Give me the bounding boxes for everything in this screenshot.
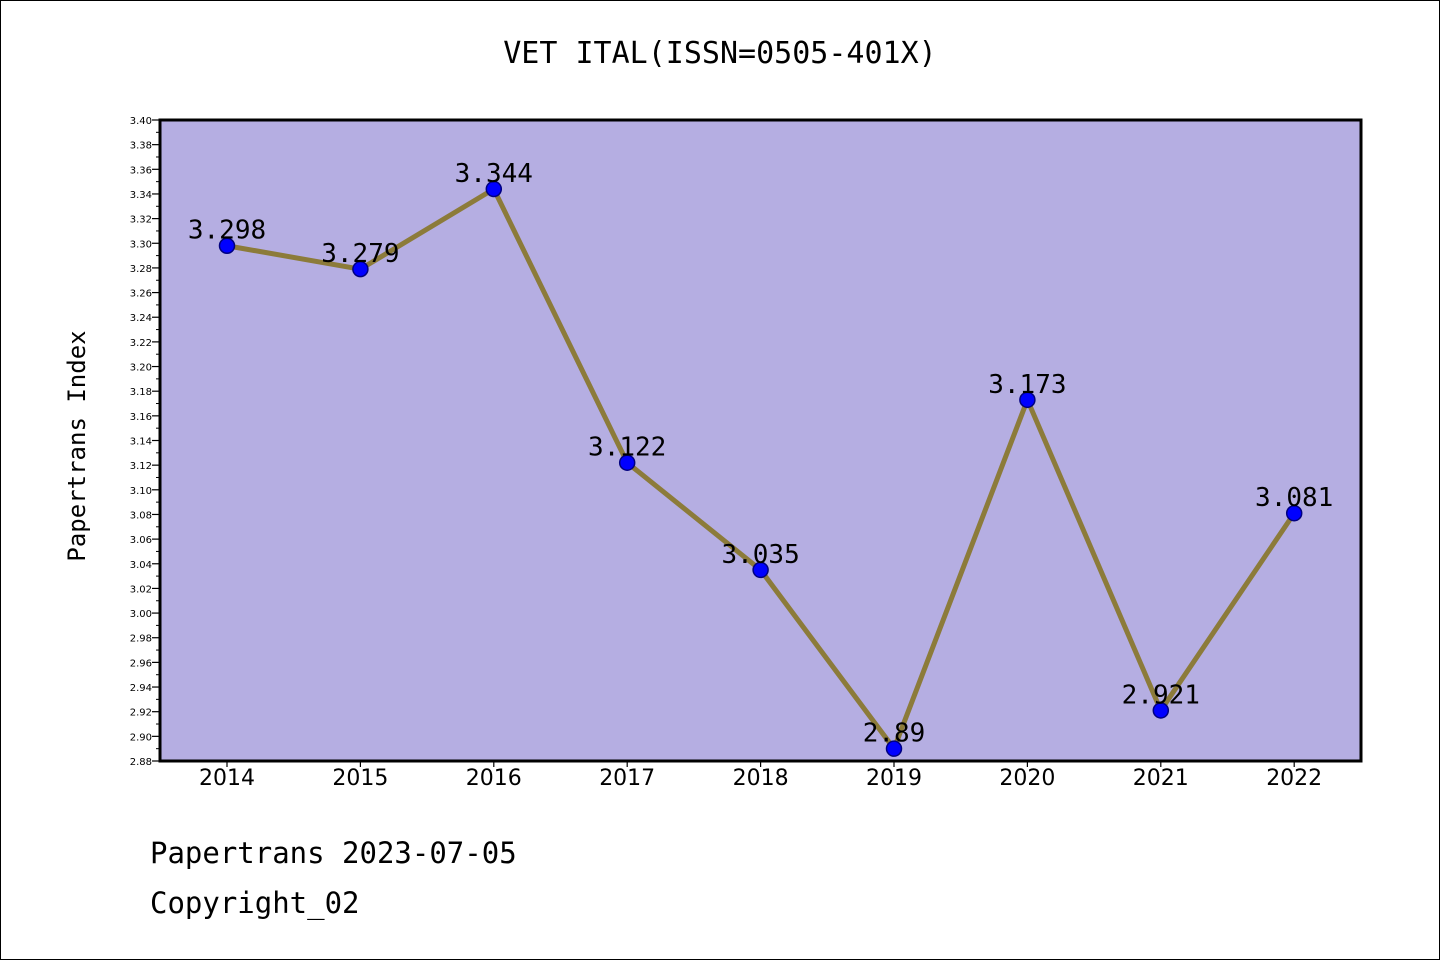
data-point (885, 740, 903, 757)
y-tick-label: 3.06 (130, 535, 152, 546)
y-axis-ticks: 2.88 2.90 2.92 2.94 2.96 2.98 3.00 3.02 3.04 3.06… (130, 116, 160, 768)
x-axis-tick-labels: 2014 2015 2016 2017 2018 2019 2020 2021 2022 (199, 761, 1322, 791)
y-tick-label: 3.12 (130, 461, 152, 472)
data-label: 3.081 (1255, 483, 1333, 513)
y-axis-label: Papertrans Index (63, 330, 91, 561)
data-labels: 3.298 3.279 3.344 3.122 3.035 2.89 3.173 2.921 3… (188, 159, 1333, 749)
data-label: 3.173 (988, 370, 1066, 400)
y-tick-label: 3.14 (130, 437, 152, 448)
y-tick-label: 3.24 (130, 313, 152, 324)
y-tick-label: 3.02 (130, 584, 152, 595)
data-label: 3.344 (455, 159, 533, 189)
y-tick-label: 3.22 (130, 338, 152, 349)
x-tick-label: 2022 (1266, 766, 1322, 791)
y-tick-label: 3.26 (130, 289, 152, 300)
x-tick-label: 2014 (199, 766, 255, 791)
data-point (1285, 504, 1303, 522)
y-tick-label: 3.08 (130, 510, 152, 521)
y-tick-label: 2.94 (130, 683, 152, 694)
y-tick-label: 2.96 (130, 658, 152, 669)
y-tick-label: 3.38 (130, 141, 152, 152)
x-tick-label: 2017 (599, 766, 655, 791)
chart-title: VET ITAL(ISSN=0505-401X) (503, 36, 937, 71)
data-point (352, 260, 369, 278)
series-markers (218, 180, 1303, 757)
x-tick-label: 2016 (466, 766, 522, 791)
y-tick-label: 3.04 (130, 560, 152, 571)
data-label: 2.89 (863, 719, 926, 749)
data-point (1152, 702, 1170, 719)
y-tick-label: 3.10 (130, 486, 152, 497)
x-tick-label: 2018 (733, 766, 789, 791)
y-tick-label: 2.88 (130, 757, 152, 768)
data-label: 2.921 (1122, 680, 1200, 710)
x-tick-label: 2020 (999, 766, 1055, 791)
y-tick-label: 2.98 (130, 634, 152, 645)
y-tick-label: 3.40 (130, 116, 152, 127)
y-tick-label: 3.32 (130, 215, 152, 226)
y-tick-label: 3.28 (130, 264, 152, 275)
footer-copyright: Copyright_02 (150, 886, 360, 920)
footer-date: Papertrans 2023-07-05 (150, 836, 517, 870)
y-tick-label: 2.92 (130, 708, 152, 719)
plot-border (158, 118, 1363, 763)
data-label: 3.035 (721, 540, 799, 570)
data-point (618, 454, 636, 471)
y-tick-label: 3.20 (130, 363, 152, 374)
data-point (1019, 391, 1036, 409)
plot-area (160, 120, 1361, 761)
data-label: 3.122 (588, 433, 666, 463)
y-tick-label: 3.00 (130, 609, 152, 620)
y-tick-label: 3.30 (130, 239, 152, 250)
y-tick-label: 3.18 (130, 387, 152, 398)
data-point (218, 237, 236, 254)
x-tick-label: 2021 (1133, 766, 1189, 791)
x-tick-label: 2019 (866, 766, 922, 791)
data-point (485, 180, 503, 198)
data-label: 3.298 (188, 216, 266, 246)
data-point (752, 561, 769, 579)
y-tick-label: 3.16 (130, 412, 152, 423)
y-tick-label: 3.34 (130, 190, 152, 201)
x-tick-label: 2015 (332, 766, 388, 791)
y-tick-label: 2.90 (130, 732, 152, 743)
data-label: 3.279 (321, 239, 399, 269)
y-tick-label: 3.36 (130, 165, 152, 176)
